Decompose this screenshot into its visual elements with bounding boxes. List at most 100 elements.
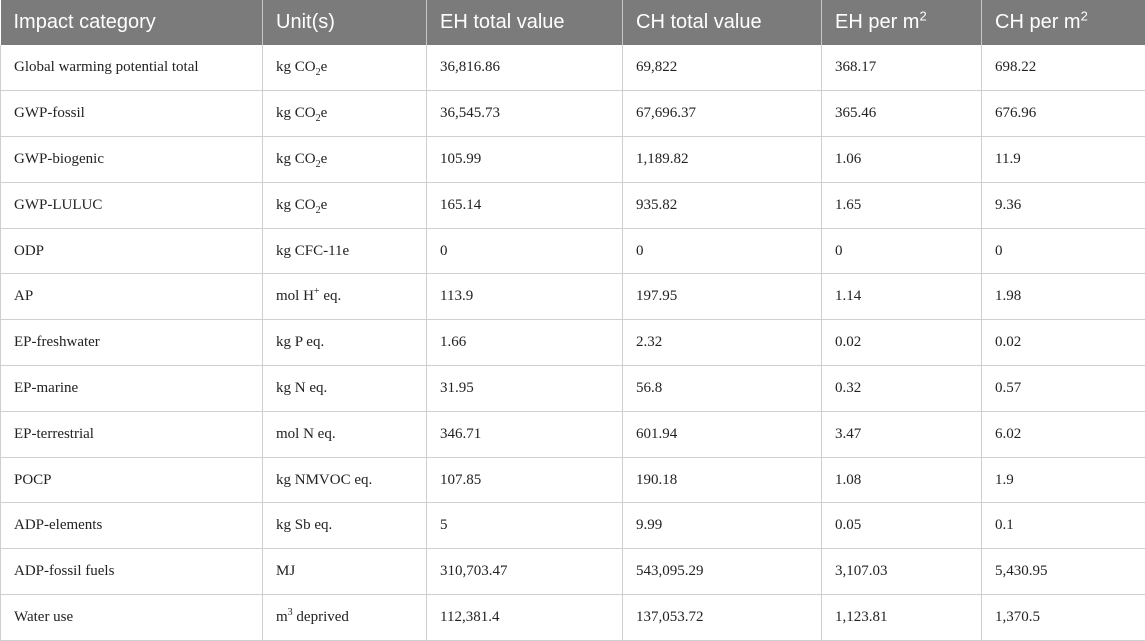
unit-pre: kg Sb eq. (276, 517, 332, 533)
unit-post: deprived (293, 609, 349, 625)
unit-cell: kg NMVOC eq. (263, 457, 427, 503)
ch-per-m2-cell: 9.36 (982, 182, 1145, 228)
impact-category-cell: Global warming potential total (1, 45, 263, 91)
eh-per-m2-cell: 0 (822, 228, 982, 274)
eh-per-m2-cell: 1,123.81 (822, 595, 982, 641)
unit-cell: kg Sb eq. (263, 503, 427, 549)
eh-per-m2-cell: 1.65 (822, 182, 982, 228)
impact-category-cell: AP (1, 274, 263, 320)
eh-per-m2-cell: 3,107.03 (822, 549, 982, 595)
header-eh-per-m2: EH per m2 (822, 0, 982, 45)
unit-pre: kg CO (276, 105, 316, 121)
ch-per-m2-cell: 5,430.95 (982, 549, 1145, 595)
ch-per-m2-cell: 0.02 (982, 320, 1145, 366)
eh-total-cell: 0 (427, 228, 623, 274)
eh-per-m2-cell: 0.02 (822, 320, 982, 366)
unit-cell: mol N eq. (263, 411, 427, 457)
unit-pre: MJ (276, 563, 295, 579)
eh-total-cell: 5 (427, 503, 623, 549)
ch-per-m2-cell: 1,370.5 (982, 595, 1145, 641)
unit-pre: m (276, 609, 288, 625)
impact-category-cell: GWP-fossil (1, 91, 263, 137)
unit-cell: kg CO2e (263, 45, 427, 91)
ch-total-cell: 69,822 (623, 45, 822, 91)
ch-total-cell: 1,189.82 (623, 137, 822, 183)
ch-total-cell: 190.18 (623, 457, 822, 503)
ch-total-cell: 601.94 (623, 411, 822, 457)
unit-cell: MJ (263, 549, 427, 595)
impact-category-cell: Water use (1, 595, 263, 641)
unit-pre: mol N eq. (276, 426, 336, 442)
impact-category-cell: ADP-fossil fuels (1, 549, 263, 595)
unit-post: e (321, 59, 328, 75)
unit-cell: mol H+ eq. (263, 274, 427, 320)
unit-cell: kg CO2e (263, 137, 427, 183)
unit-cell: kg CFC-11e (263, 228, 427, 274)
unit-cell: kg P eq. (263, 320, 427, 366)
eh-total-cell: 107.85 (427, 457, 623, 503)
unit-pre: kg CFC-11e (276, 243, 349, 259)
ch-per-m2-cell: 6.02 (982, 411, 1145, 457)
ch-per-m2-cell: 0.57 (982, 366, 1145, 412)
unit-cell: kg N eq. (263, 366, 427, 412)
impact-category-cell: EP-freshwater (1, 320, 263, 366)
impact-category-cell: EP-terrestrial (1, 411, 263, 457)
impact-category-cell: POCP (1, 457, 263, 503)
unit-post: e (321, 105, 328, 121)
unit-pre: kg N eq. (276, 380, 327, 396)
ch-total-cell: 56.8 (623, 366, 822, 412)
eh-total-cell: 36,545.73 (427, 91, 623, 137)
unit-post: eq. (320, 288, 342, 304)
impact-category-cell: ODP (1, 228, 263, 274)
eh-per-m2-cell: 0.32 (822, 366, 982, 412)
ch-total-cell: 9.99 (623, 503, 822, 549)
header-ch-per-m2: CH per m2 (982, 0, 1145, 45)
eh-per-m2-cell: 1.08 (822, 457, 982, 503)
impact-category-cell: GWP-biogenic (1, 137, 263, 183)
ch-total-cell: 137,053.72 (623, 595, 822, 641)
ch-per-m2-cell: 0 (982, 228, 1145, 274)
eh-per-m2-cell: 365.46 (822, 91, 982, 137)
eh-per-m2-cell: 3.47 (822, 411, 982, 457)
header-row: Impact category Unit(s) EH total value C… (1, 0, 1145, 45)
eh-per-m2-cell: 1.06 (822, 137, 982, 183)
unit-cell: kg CO2e (263, 91, 427, 137)
unit-pre: kg NMVOC eq. (276, 472, 372, 488)
ch-total-cell: 543,095.29 (623, 549, 822, 595)
ch-total-cell: 67,696.37 (623, 91, 822, 137)
ch-per-m2-cell: 1.98 (982, 274, 1145, 320)
unit-cell: m3 deprived (263, 595, 427, 641)
ch-total-cell: 0 (623, 228, 822, 274)
impact-category-cell: GWP-LULUC (1, 182, 263, 228)
eh-total-cell: 112,381.4 (427, 595, 623, 641)
ch-total-cell: 197.95 (623, 274, 822, 320)
unit-pre: kg CO (276, 151, 316, 167)
ch-total-cell: 935.82 (623, 182, 822, 228)
unit-pre: kg P eq. (276, 334, 324, 350)
unit-pre: kg CO (276, 197, 316, 213)
eh-total-cell: 31.95 (427, 366, 623, 412)
eh-total-cell: 346.71 (427, 411, 623, 457)
unit-pre: mol H (276, 288, 314, 304)
impact-category-cell: EP-marine (1, 366, 263, 412)
eh-total-cell: 310,703.47 (427, 549, 623, 595)
ch-per-m2-cell: 1.9 (982, 457, 1145, 503)
header-eh-total: EH total value (427, 0, 623, 45)
ch-total-cell: 2.32 (623, 320, 822, 366)
ch-per-m2-cell: 698.22 (982, 45, 1145, 91)
ch-per-m2-cell: 0.1 (982, 503, 1145, 549)
unit-cell: kg CO2e (263, 182, 427, 228)
